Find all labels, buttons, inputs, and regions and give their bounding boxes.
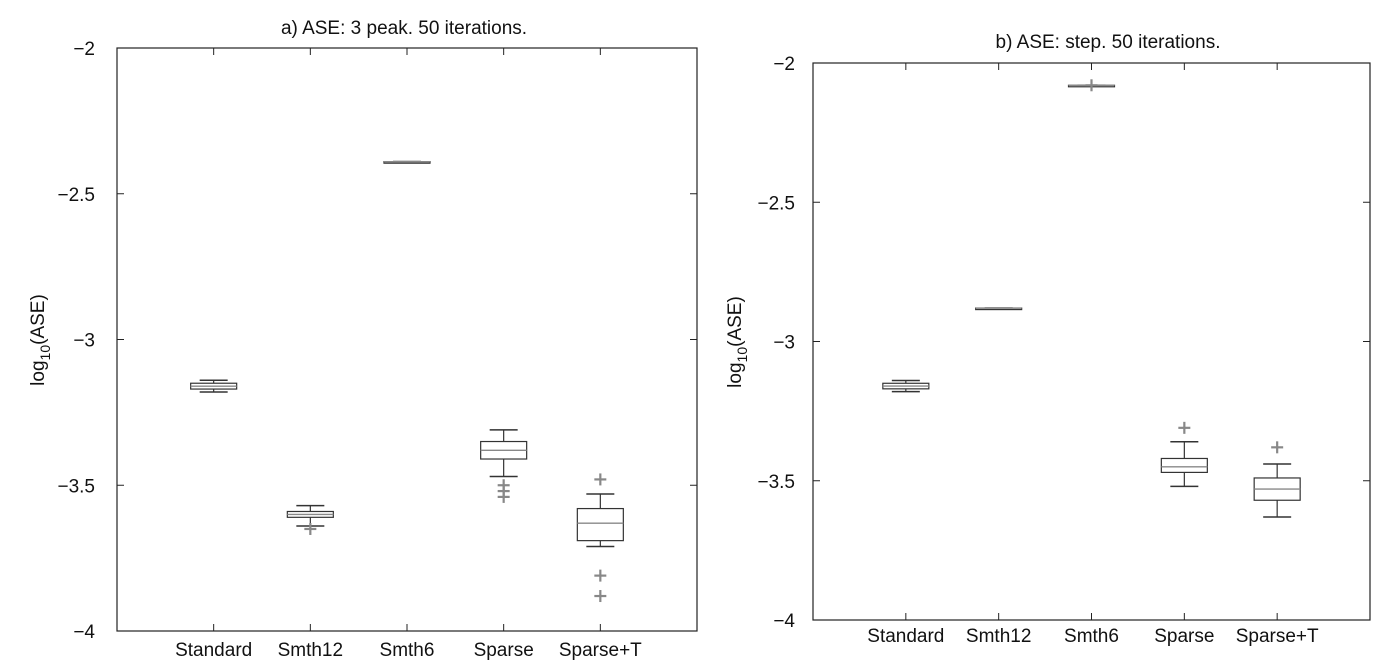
panel-a-title: a) ASE: 3 peak. 50 iterations.	[281, 18, 527, 39]
panel-b-title: b) ASE: step. 50 iterations.	[996, 32, 1221, 53]
x-category-label: Smth12	[966, 626, 1031, 647]
x-category-label: Smth12	[278, 640, 343, 661]
panel-b-x-ticks: Standard Smth12 Smth6 Sparse Sparse+T	[867, 63, 1319, 647]
y-tick-label: −3.5	[57, 476, 95, 497]
panel-a-y-ticks: −2 −2.5 −3 −3.5 −4	[57, 39, 697, 643]
x-category-label: Sparse+T	[559, 640, 642, 661]
panel-a-x-ticks: Standard Smth12 Smth6 Sparse Sparse+T	[175, 48, 642, 661]
panel-b-boxes	[882, 79, 1301, 518]
x-category-label: Sparse+T	[1236, 626, 1319, 647]
box-iqr	[576, 507, 624, 542]
panel-a-boxes	[190, 160, 624, 603]
y-tick-label: −2.5	[57, 185, 95, 206]
y-tick-label: −4	[773, 611, 795, 632]
panel-b: b) ASE: step. 50 iterations. log10(ASE) …	[725, 32, 1371, 647]
panel-b-ylabel: log10(ASE)	[725, 296, 750, 388]
panel-b-y-ticks: −2 −2.5 −3 −3.5 −4	[757, 54, 1370, 632]
y-tick-label: −2	[773, 54, 795, 75]
panel-a-plot-frame	[116, 47, 698, 632]
x-category-label: Standard	[175, 640, 252, 661]
x-category-label: Standard	[867, 626, 944, 647]
y-tick-label: −2.5	[757, 193, 795, 214]
y-tick-label: −4	[73, 622, 95, 643]
y-tick-label: −3	[773, 333, 795, 354]
panel-a: a) ASE: 3 peak. 50 iterations. log10(ASE…	[28, 18, 698, 661]
x-category-label: Smth6	[380, 640, 435, 661]
y-tick-label: −3.5	[757, 472, 795, 493]
x-category-label: Smth6	[1064, 626, 1119, 647]
panel-b-plot-frame	[812, 62, 1371, 621]
y-tick-label: −2	[73, 39, 95, 60]
box-iqr	[1160, 457, 1208, 473]
panel-a-ylabel: log10(ASE)	[28, 294, 53, 386]
x-category-label: Sparse	[474, 640, 534, 661]
x-category-label: Sparse	[1154, 626, 1214, 647]
y-tick-label: −3	[73, 331, 95, 352]
